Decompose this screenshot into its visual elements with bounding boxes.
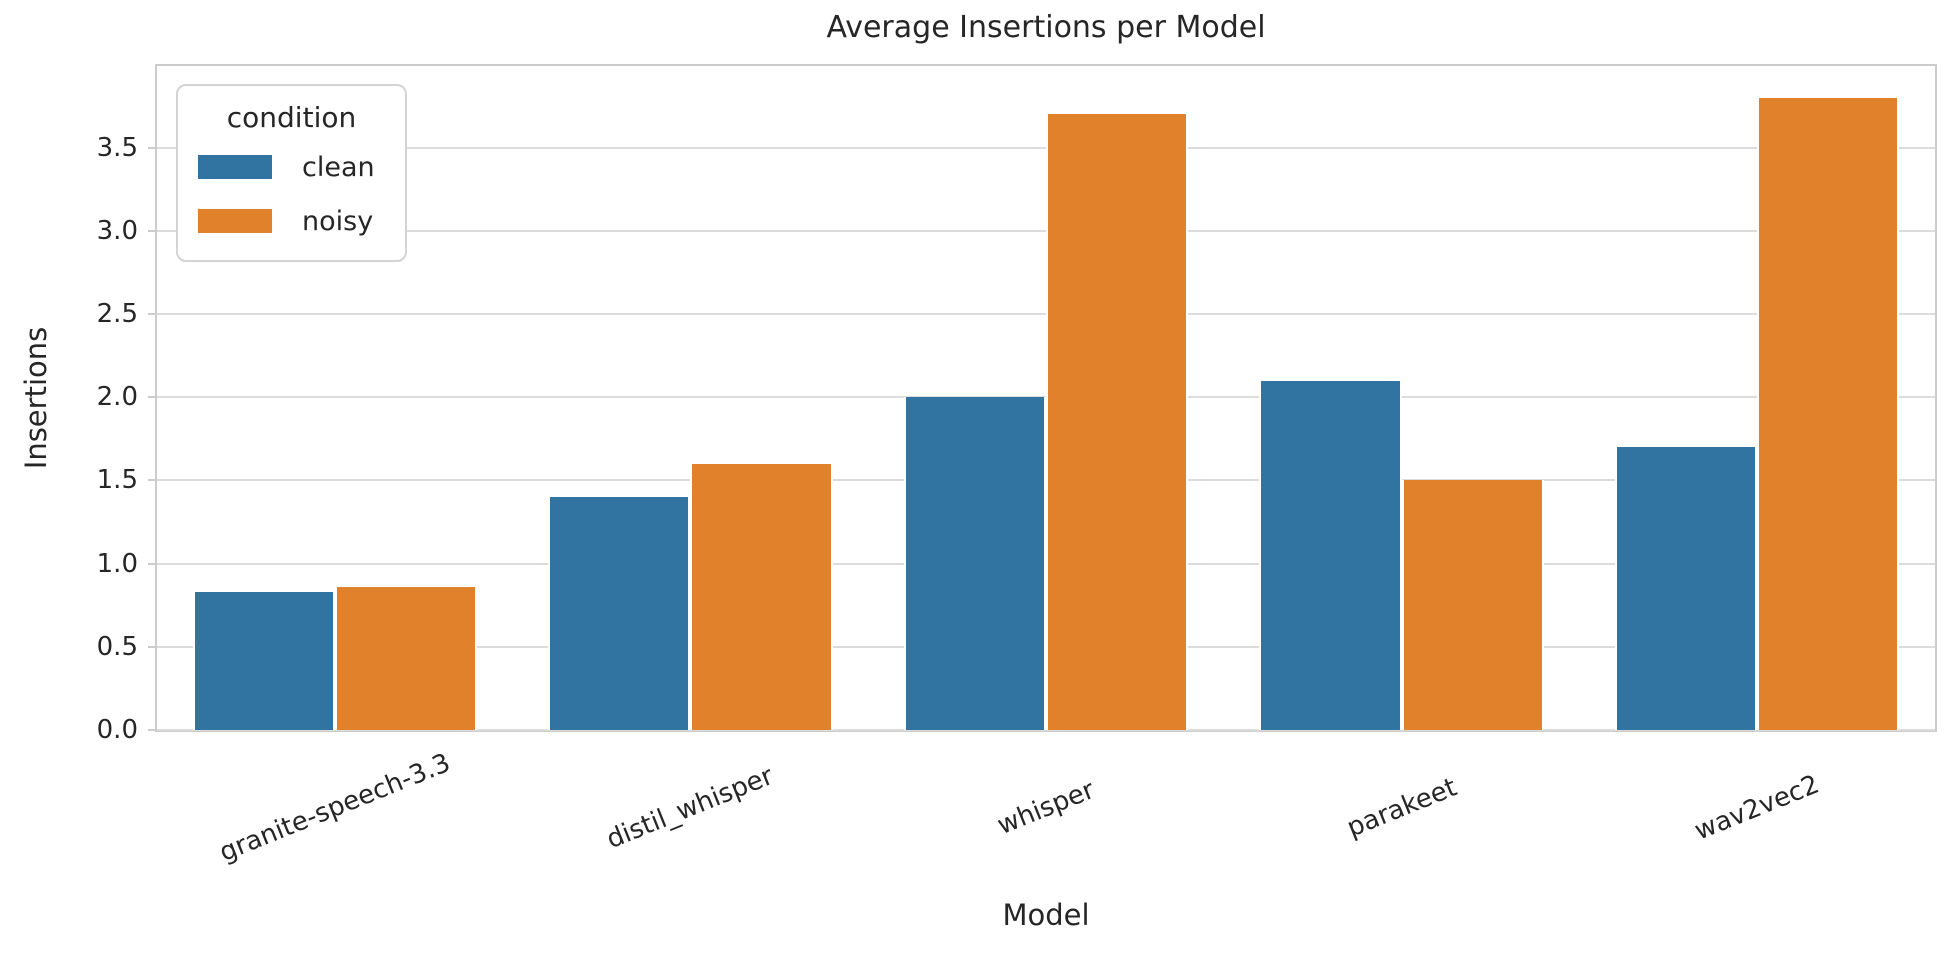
gridline-y-0.0 bbox=[157, 729, 1935, 731]
legend-title: condition bbox=[226, 101, 357, 134]
y-axis-label: Insertions bbox=[19, 326, 53, 470]
ytick-label-2.0: 2.0 bbox=[96, 382, 138, 413]
xtick-label-granite-speech-3.3: granite-speech-3.3 bbox=[215, 748, 455, 868]
legend-swatch-noisy bbox=[198, 209, 272, 233]
bar-parakeet-noisy bbox=[1401, 480, 1544, 730]
bar-granite-speech-3.3-noisy bbox=[334, 586, 478, 730]
bar-distil_whisper-noisy bbox=[690, 463, 833, 730]
ytick-mark-2.0 bbox=[148, 396, 157, 399]
ytick-mark-3.0 bbox=[148, 229, 157, 232]
legend-row-clean: clean bbox=[192, 140, 391, 194]
bar-distil_whisper-clean bbox=[548, 497, 691, 730]
legend-row-noisy: noisy bbox=[192, 194, 391, 248]
xtick-label-whisper: whisper bbox=[993, 775, 1099, 841]
ytick-mark-2.5 bbox=[148, 312, 157, 315]
bar-whisper-noisy bbox=[1046, 114, 1189, 730]
legend-label-clean: clean bbox=[302, 151, 375, 183]
xtick-label-parakeet: parakeet bbox=[1342, 772, 1461, 844]
ytick-label-3.5: 3.5 bbox=[96, 132, 138, 163]
bar-parakeet-clean bbox=[1259, 380, 1402, 730]
ytick-mark-0.0 bbox=[148, 729, 157, 731]
bar-wav2vec2-clean bbox=[1614, 447, 1758, 730]
x-axis-label: Model bbox=[1002, 898, 1090, 932]
bar-granite-speech-3.3-clean bbox=[192, 591, 335, 730]
legend: condition clean noisy bbox=[176, 84, 407, 262]
ytick-mark-1.5 bbox=[148, 479, 157, 482]
ytick-label-1.0: 1.0 bbox=[96, 548, 138, 579]
ytick-mark-0.5 bbox=[148, 645, 157, 648]
plot-area: condition clean noisy 0.0 0.5 1.0 1.5 2.0 2.5… bbox=[97, 64, 1937, 868]
ytick-label-2.5: 2.5 bbox=[96, 298, 138, 329]
legend-swatch-clean bbox=[198, 155, 272, 179]
bar-whisper-clean bbox=[903, 397, 1046, 730]
chart-title: Average Insertions per Model bbox=[826, 10, 1266, 45]
ytick-label-3.0: 3.0 bbox=[96, 215, 138, 246]
bar-wav2vec2-noisy bbox=[1757, 97, 1900, 730]
xtick-label-distil_whisper: distil_whisper bbox=[602, 761, 778, 855]
ytick-mark-1.0 bbox=[148, 562, 157, 565]
legend-label-noisy: noisy bbox=[302, 205, 374, 237]
ytick-label-0.0: 0.0 bbox=[96, 715, 138, 745]
ytick-label-0.5: 0.5 bbox=[96, 631, 138, 662]
xtick-label-wav2vec2: wav2vec2 bbox=[1690, 769, 1824, 847]
ytick-mark-3.5 bbox=[148, 146, 157, 149]
ytick-label-1.5: 1.5 bbox=[96, 465, 138, 496]
